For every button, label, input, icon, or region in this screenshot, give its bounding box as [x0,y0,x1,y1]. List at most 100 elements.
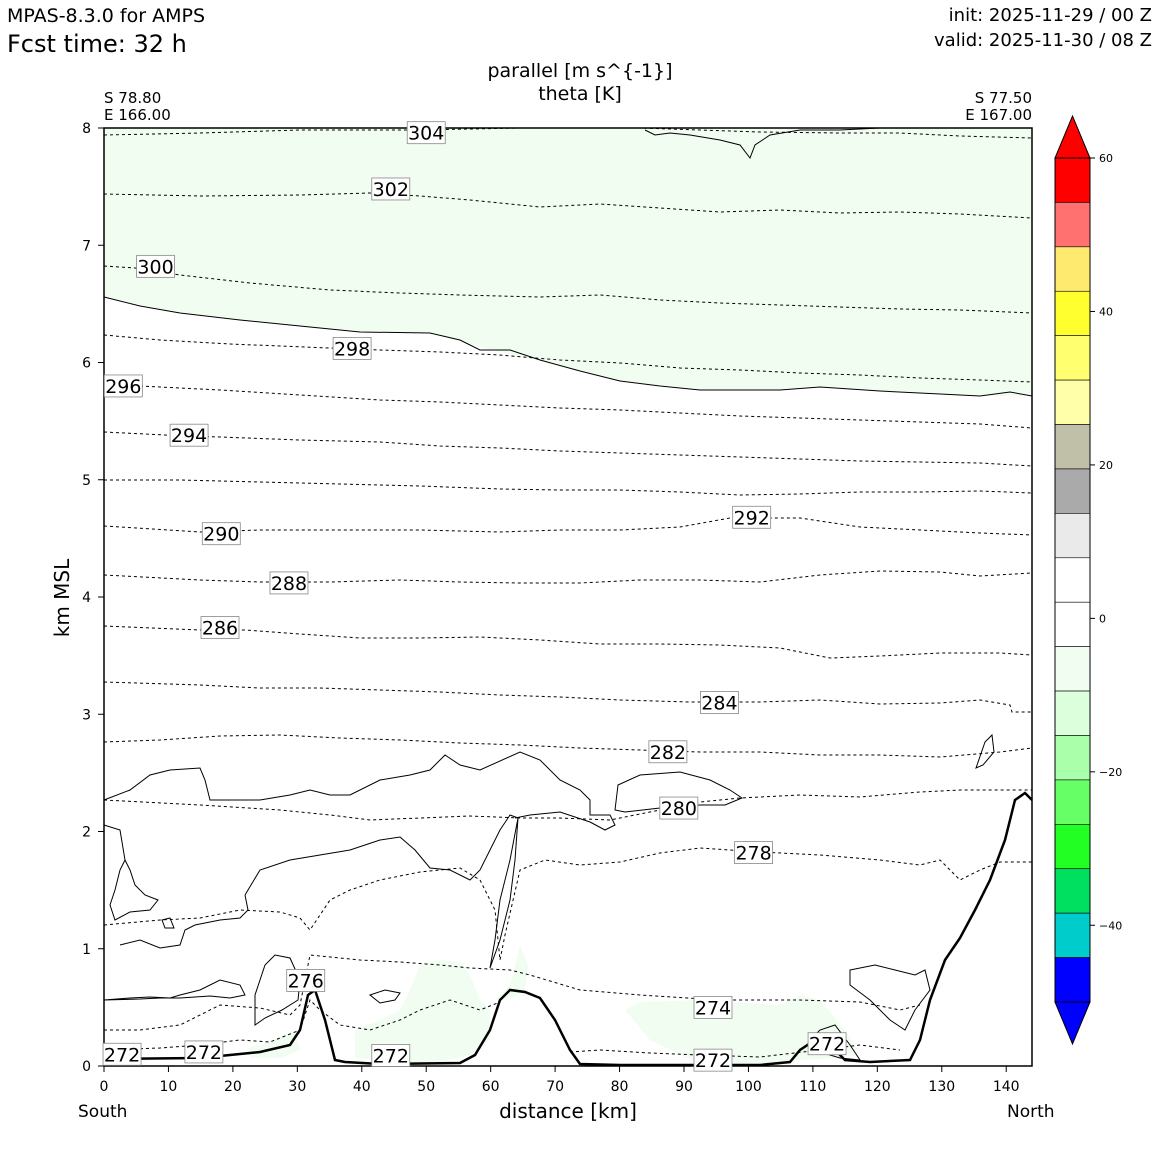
theta-label-text: 274 [695,997,731,1019]
x-tick-label: 30 [288,1079,306,1095]
shade-low-left [248,1030,300,1058]
theta-label-text: 292 [734,507,770,529]
y-tick-label: 8 [82,121,91,137]
colorbar-over-arrow [1054,114,1091,159]
theta-label: 286 [200,616,240,639]
right-endpoint-lat: S 77.50 [974,89,1032,107]
theta-contour [103,681,1032,713]
theta-contours [103,127,1033,1058]
wind-contour-top [644,127,881,160]
theta-contour [103,570,1033,584]
wind-contour-bump [254,954,301,1026]
theta-label: 272 [693,1048,733,1072]
chart-title-line2: theta [K] [538,83,622,105]
theta-label-box [700,691,739,714]
colorbar-segment [1054,957,1091,1003]
theta-label-text: 290 [203,524,239,546]
y-tick-label: 0 [82,1059,91,1075]
x-tick-label: 0 [100,1079,109,1095]
theta-label-text: 296 [105,376,141,398]
x-tick-label: 130 [928,1079,955,1095]
colorbar-segment [1054,468,1091,514]
theta-label-box [371,1044,411,1067]
colorbar-segment [1054,824,1091,870]
theta-label: 272 [184,1040,224,1064]
colorbar-under-arrow [1054,1001,1091,1046]
theta-contour [104,479,1033,496]
theta-contour [569,1044,901,1058]
theta-label: 272 [807,1032,847,1056]
theta-label: 280 [659,796,699,820]
theta-contour [103,127,1033,139]
theta-label-box [659,796,699,820]
colorbar: 60 40 20 0 −20 −40 [1054,114,1122,1046]
x-tick-label: 70 [546,1079,564,1095]
x-tick-label: 20 [224,1079,242,1095]
theta-label-text: 304 [408,123,444,145]
y-tick-label: 3 [82,707,91,723]
colorbar-segment [1054,779,1091,825]
shade-upper [104,128,1032,396]
theta-label-text: 272 [186,1042,222,1064]
theta-label-text: 272 [373,1045,409,1067]
init-time: init: 2025-11-29 / 00 Z [948,5,1152,26]
colorbar-tick-label: 20 [1099,459,1113,472]
theta-label-text: 284 [701,693,737,715]
theta-label-text: 300 [137,256,173,278]
theta-label-text: 280 [661,798,697,820]
theta-contour [103,517,1033,536]
theta-label-box [136,254,175,278]
x-axis-label: distance [km] [499,1099,637,1123]
theta-label: 304 [406,121,446,145]
right-endpoint-lon: E 167.00 [965,106,1032,124]
theta-label: 278 [734,841,773,865]
theta-label: 292 [732,505,772,529]
theta-labels: 304 302 300 298 296 294 292 290 288 286 284 282 280 2… [102,121,847,1072]
colorbar-tick-label: −40 [1099,919,1122,932]
wind-contour-mid [244,814,519,969]
wind-contour-right-hook [849,964,931,1031]
shade-low-mid [355,960,490,1062]
colorbar-tick-label: 60 [1099,152,1113,165]
theta-contour [103,334,1033,383]
theta-label-box [693,1048,733,1072]
y-tick-label: 7 [82,238,91,254]
x-tick-label: 90 [675,1079,693,1095]
colorbar-tick-label: −20 [1099,766,1122,779]
shade-low-center [495,945,528,1000]
x-tick-label: 50 [417,1079,435,1095]
wind-contour-swoop [119,894,249,949]
theta-label: 296 [103,374,143,398]
theta-label-text: 276 [288,970,324,992]
axes: 0 10 20 30 40 50 60 70 80 90 100 110 120 130 140 0 1 2 3 4 5… [82,121,1033,1095]
theta-label: 302 [371,177,411,201]
wind-contour-small-mid [368,989,401,1004]
colorbar-segment [1054,868,1091,914]
y-tick-label: 2 [82,825,91,841]
theta-label-box [102,1042,142,1066]
theta-label-box [732,505,772,529]
terrain-line [103,791,1033,1067]
chart-title-line1: parallel [m s^{-1}] [487,60,673,82]
x-tick-label: 80 [611,1079,629,1095]
theta-label-box [103,374,143,398]
theta-label: 298 [332,337,372,360]
wind-contour-small-left [161,917,175,929]
colorbar-tick-label: 0 [1099,612,1106,625]
theta-contour [103,847,1032,961]
north-direction-label: North [1007,1102,1055,1122]
colorbar-segment [1054,601,1091,647]
theta-label-box [693,995,733,1019]
theta-label-box [201,522,241,546]
theta-contour [103,734,1033,758]
x-tick-label: 140 [993,1079,1020,1095]
colorbar-segment [1054,912,1091,958]
theta-contour [104,954,921,1031]
theta-label-text: 278 [735,843,771,865]
theta-label-box [200,616,240,639]
wind-contour-left [103,824,159,921]
shade-low-right [625,995,858,1064]
theta-label-text: 282 [650,742,686,764]
theta-label: 284 [700,691,739,715]
